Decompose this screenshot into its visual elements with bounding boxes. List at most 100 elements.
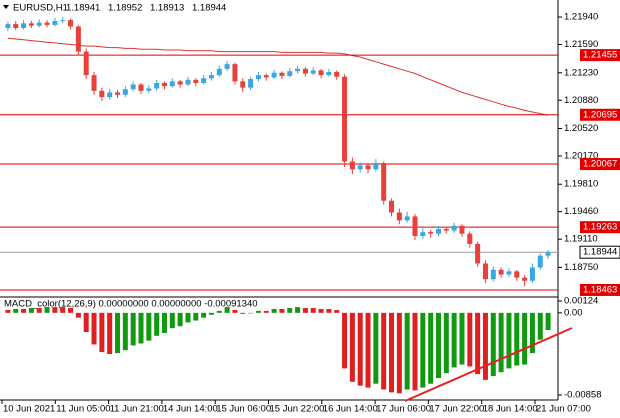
candle-body (208, 75, 214, 79)
candle-body (365, 165, 371, 170)
candle-body (138, 84, 144, 91)
macd-bar (490, 312, 496, 377)
candle-body (271, 72, 277, 78)
candle-body (522, 277, 528, 281)
level-label: 1.21455 (583, 50, 617, 61)
macd-bar (44, 307, 50, 313)
macd-bar (185, 312, 191, 323)
x-tick-label: 16 Jun 14:00 (323, 404, 378, 415)
macd-bar (232, 309, 238, 313)
macd-bar (154, 312, 160, 336)
macd-bar (396, 312, 402, 394)
candle-body (389, 200, 395, 213)
candle-body (13, 24, 19, 29)
candle-body (529, 267, 535, 281)
x-tick-label: 15 Jun 22:00 (270, 404, 325, 415)
macd-bar (91, 312, 97, 345)
macd-bar (349, 312, 355, 382)
candle-body (537, 255, 543, 268)
macd-bar (21, 309, 27, 313)
macd-bar (310, 308, 316, 313)
x-tick-label: 11 Jun 21:00 (110, 404, 164, 415)
candle-body (498, 269, 504, 275)
candle-body (83, 51, 89, 76)
level-label-box (580, 283, 620, 296)
candle-body (404, 216, 410, 221)
trend-line (404, 327, 573, 402)
candle-body (169, 81, 175, 87)
macd-bar (389, 312, 395, 393)
macd-bar (208, 312, 214, 315)
candle-body (115, 92, 121, 95)
candle-body (310, 70, 316, 74)
macd-bar (428, 312, 434, 384)
macd-bar (443, 312, 449, 374)
candle-body (435, 228, 441, 234)
x-tick-label: 17 Jun 22:00 (429, 404, 484, 415)
level-label: 1.20695 (583, 109, 617, 120)
macd-bar (326, 309, 332, 313)
y-tick-label: 1.20880 (564, 95, 598, 106)
macd-bar (130, 312, 136, 346)
macd-bar (169, 312, 175, 329)
candle-body (342, 76, 348, 162)
macd-bar (161, 312, 167, 333)
macd-bar (381, 312, 387, 390)
candle-body (60, 20, 66, 22)
x-tick-label: 18 Jun 14:00 (483, 404, 538, 415)
candle-body (255, 75, 261, 80)
candle-body (506, 271, 512, 275)
macd-bar (287, 308, 293, 313)
candle-body (318, 70, 324, 76)
candle-body (349, 161, 355, 170)
header-value: 1.18913 (150, 3, 184, 14)
candle-body (224, 64, 230, 69)
macd-bar (122, 312, 128, 351)
macd-bar (467, 312, 473, 367)
level-label-box (580, 221, 620, 234)
candle-body (68, 20, 74, 27)
macd-bar (271, 309, 277, 313)
macd-bar (482, 312, 488, 380)
macd-bar (36, 308, 42, 313)
candle-body (216, 68, 222, 76)
macd-bar (201, 312, 207, 318)
candle-body (122, 89, 128, 95)
macd-bar (13, 309, 19, 313)
candle-body (381, 163, 387, 201)
macd-bar (475, 312, 481, 375)
macd-bar (248, 312, 254, 314)
candle-body (28, 23, 34, 26)
x-tick-label: 15 Jun 06:00 (216, 404, 271, 415)
candle-body (326, 71, 332, 76)
candle-body (161, 82, 167, 87)
candle-body (302, 68, 308, 74)
macd-bar (342, 312, 348, 369)
macd-bar (60, 307, 66, 313)
candle-body (193, 79, 199, 83)
macd-bar (52, 307, 58, 313)
candle-body (99, 90, 105, 98)
candle-body (428, 232, 434, 234)
candle-body (373, 163, 379, 170)
macd-bar (75, 312, 81, 318)
y-tick-label: 1.20520 (564, 123, 598, 134)
menu-arrow[interactable] (3, 5, 9, 9)
macd-bar (404, 312, 410, 390)
candle-body (357, 165, 363, 170)
macd-bar (146, 312, 152, 341)
macd-bar (412, 312, 418, 391)
macd-bar (318, 309, 324, 313)
candle-body (475, 243, 481, 264)
candle-body (467, 233, 473, 244)
macd-bar (365, 312, 371, 388)
x-tick-label: 10 Jun 2021 (3, 404, 55, 415)
macd-bar (107, 312, 113, 355)
candle-body (514, 271, 520, 278)
candle-body (107, 92, 113, 98)
macd-bar (68, 308, 74, 313)
macd-bar (506, 312, 512, 369)
candle-body (130, 84, 136, 90)
candle-body (5, 24, 11, 29)
